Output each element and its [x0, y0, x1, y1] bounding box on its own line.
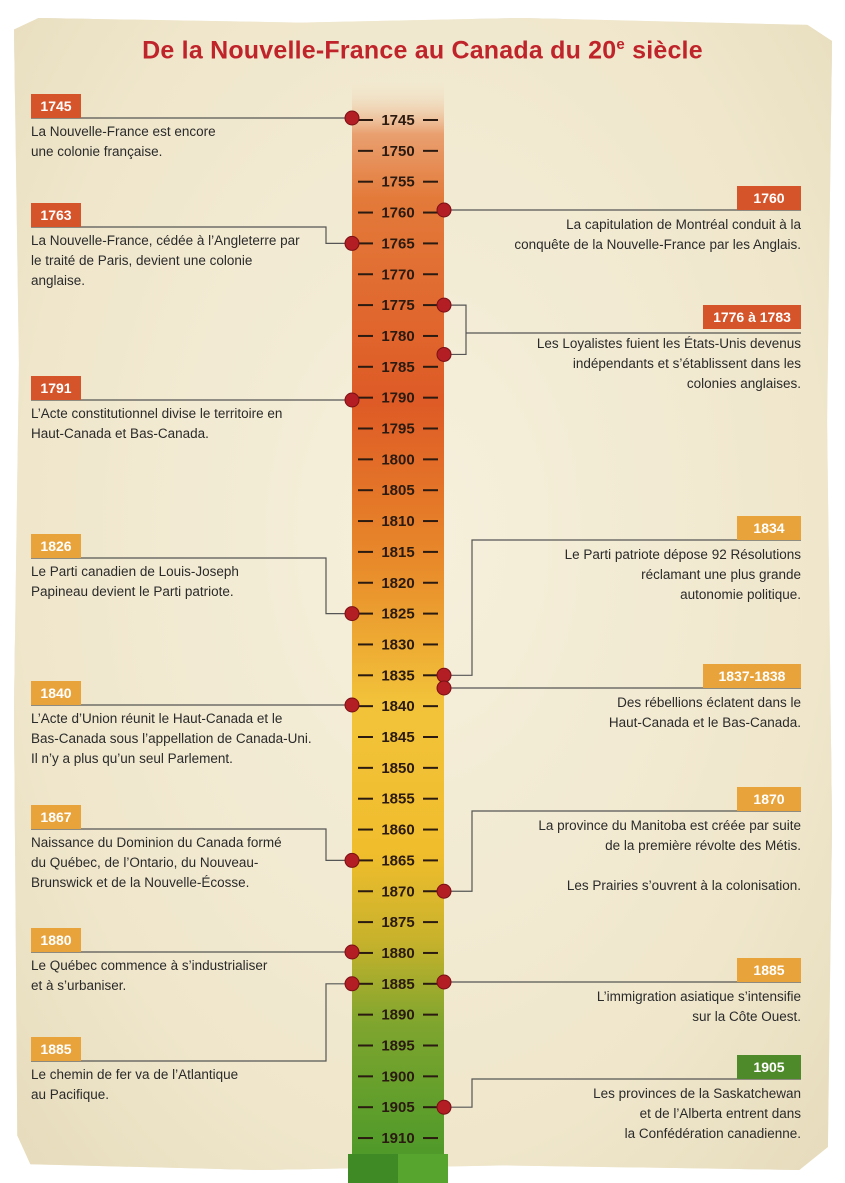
event-badge-left: 1867	[31, 805, 81, 829]
event-dot	[344, 976, 360, 992]
event-text-left: L’Acte d’Union réunit le Haut-Canada et …	[31, 711, 312, 766]
event-badge-left: 1885	[31, 1037, 81, 1061]
event-badge-right: 1837-1838	[703, 664, 801, 688]
event-badge-right: 1885	[737, 958, 801, 982]
tick-label: 1905	[381, 1099, 414, 1116]
tick-label: 1815	[381, 544, 414, 561]
connector-line	[31, 226, 352, 244]
tick-label: 1760	[381, 205, 414, 222]
event-text-right: Le Parti patriote dépose 92 Résolutions …	[564, 547, 801, 602]
timeline-arrow-left	[348, 1154, 398, 1183]
tick-label: 1805	[381, 482, 414, 499]
tick-label: 1845	[381, 729, 414, 746]
connector-line	[444, 539, 801, 676]
event-text-right: Les Loyalistes fuient les États-Unis dev…	[536, 336, 801, 391]
event-text-right: Les provinces de la Saskatchewan et de l…	[593, 1086, 801, 1141]
connector-line	[31, 983, 352, 1062]
event-text-left: Naissance du Dominion du Canada formé du…	[31, 835, 282, 890]
timeline-ticks: 1745 1750 1755 1760 1765 1770 1775 1780 1785 1790…	[358, 112, 438, 1147]
timeline-arrow-right	[398, 1154, 448, 1183]
event-text-right: La capitulation de Montréal conduit à la…	[514, 217, 801, 252]
event-dot	[344, 852, 360, 868]
tick-label: 1870	[381, 883, 414, 900]
connector-line	[444, 1078, 801, 1108]
event-text-left: Le Québec commence à s’industrialiser et…	[31, 958, 268, 993]
event-badge-right: 1834	[737, 516, 801, 540]
tick-label: 1785	[381, 359, 414, 376]
event-badge-right: 1760	[737, 186, 801, 210]
event-dot	[436, 667, 452, 683]
tick-label: 1770	[381, 266, 414, 283]
tick-label: 1825	[381, 606, 414, 623]
event-dot	[344, 697, 360, 713]
tick-label: 1820	[381, 575, 414, 592]
connector-line	[444, 304, 467, 356]
event-text-left: Le chemin de fer va de l’Atlantique au P…	[31, 1067, 239, 1102]
event-dot	[344, 944, 360, 960]
tick-label: 1850	[381, 760, 414, 777]
tick-label: 1755	[381, 174, 414, 191]
tick-label: 1855	[381, 791, 414, 808]
tick-label: 1835	[381, 667, 414, 684]
event-badge-right: 1870	[737, 787, 801, 811]
event-text-left: La Nouvelle-France, cédée à l’Angleterre…	[31, 233, 300, 288]
tick-label: 1895	[381, 1038, 414, 1055]
tick-label: 1780	[381, 328, 414, 345]
event-dot	[436, 883, 452, 899]
tick-label: 1830	[381, 636, 414, 653]
event-badge-right: 1776 à 1783	[703, 305, 801, 329]
connector-lines	[31, 117, 801, 1108]
tick-label: 1790	[381, 390, 414, 407]
connector-line	[31, 828, 352, 862]
event-text-left: La Nouvelle-France est encore une coloni…	[31, 124, 216, 159]
title-main: De la Nouvelle-France au Canada du 20	[142, 36, 617, 65]
event-badge-left: 1745	[31, 94, 81, 118]
connector-line	[31, 557, 352, 615]
event-badge-left: 1791	[31, 376, 81, 400]
event-dot	[436, 680, 452, 696]
event-text-left: L’Acte constitutionnel divise le territo…	[31, 406, 283, 441]
tick-label: 1885	[381, 976, 414, 993]
tick-label: 1800	[381, 451, 414, 468]
event-dot	[436, 1099, 452, 1115]
tick-label: 1865	[381, 852, 414, 869]
tick-label: 1795	[381, 421, 414, 438]
event-badge-left: 1840	[31, 681, 81, 705]
event-badge-right: 1905	[737, 1055, 801, 1079]
event-badge-left: 1826	[31, 534, 81, 558]
event-text-left: Le Parti canadien de Louis-Joseph Papine…	[31, 564, 239, 599]
tick-label: 1840	[381, 698, 414, 715]
event-badge-left: 1763	[31, 203, 81, 227]
event-dot	[344, 110, 360, 126]
event-badge-left: 1880	[31, 928, 81, 952]
tick-label: 1775	[381, 297, 414, 314]
event-text-right: Des rébellions éclatent dans le Haut-Can…	[608, 695, 801, 730]
tick-label: 1750	[381, 143, 414, 160]
event-dot	[436, 202, 452, 218]
page-title: De la Nouvelle-France au Canada du 20e s…	[0, 36, 845, 65]
tick-label: 1860	[381, 822, 414, 839]
event-dot	[436, 974, 452, 990]
tick-label: 1910	[381, 1130, 414, 1147]
event-dots	[344, 110, 452, 1115]
event-dot	[436, 297, 452, 313]
event-dot	[436, 346, 452, 362]
event-text-right: La province du Manitoba est créée par su…	[538, 818, 801, 893]
tick-label: 1765	[381, 235, 414, 252]
event-dot	[344, 235, 360, 251]
tick-label: 1875	[381, 914, 414, 931]
event-dot	[344, 392, 360, 408]
tick-label: 1900	[381, 1068, 414, 1085]
title-end: siècle	[624, 36, 703, 65]
tick-label: 1810	[381, 513, 414, 530]
connector-line	[444, 810, 801, 892]
tick-label: 1890	[381, 1007, 414, 1024]
tick-label: 1880	[381, 945, 414, 962]
event-text-right: L’immigration asiatique s’intensifie sur…	[596, 989, 801, 1024]
title-superscript: e	[616, 36, 625, 53]
tick-label: 1745	[381, 112, 414, 129]
event-dot	[344, 606, 360, 622]
timeline-bar	[352, 80, 444, 1154]
